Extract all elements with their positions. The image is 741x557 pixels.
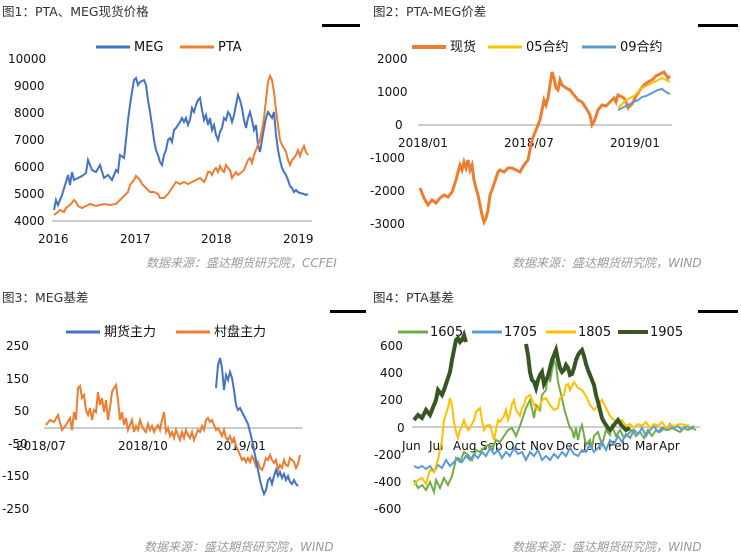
legend: MEG PTA [96,40,242,55]
legend: 期货主力 村盘主力 [66,324,266,340]
legend-label-futures: 期货主力 [104,324,156,340]
x-tick-label: Aug [453,439,476,453]
legend-label-spot: 现货 [450,39,476,55]
title-underline-bar [698,310,738,313]
series-line-spot [418,70,672,227]
series-line-1805 [413,380,691,487]
x-axis: Jun Jul Aug Sep Oct Nov Dec Jan Feb Mar … [401,439,680,453]
y-tick-label: 150 [6,372,29,386]
y-tick-label: 0 [395,118,403,132]
y-tick-label: 7000 [14,133,45,147]
legend: 1605 1705 1805 1905 [398,325,683,340]
x-tick-label: Jun [401,439,421,453]
x-tick-label: 2017 [120,232,151,246]
y-tick-label: 400 [380,366,403,380]
legend-label-09: 09合约 [620,40,663,55]
y-tick-label: 250 [6,339,29,353]
data-source: 数据来源：盛达期货研究院，WIND [512,540,702,554]
y-tick-label: -2000 [370,184,405,198]
legend-label-1605: 1605 [430,325,463,340]
chart-panel-meg-pta-price: 图1：PTA、MEG现货价格 MEG PTA 10000 9000 8000 7… [0,0,370,280]
x-tick-label: 2016 [38,232,69,246]
series-line-village [45,382,301,474]
x-tick-label: 2019/01 [610,136,660,150]
y-tick-label: 9000 [14,79,45,93]
y-tick-label: -600 [374,502,401,516]
chart-title: 图3：MEG基差 [2,290,88,305]
series-line-futures [215,357,299,497]
legend-label-1705: 1705 [504,325,537,340]
x-tick-label: Sep [480,439,503,453]
x-tick-label: 2018/07 [504,136,554,150]
series-line-meg [53,76,309,211]
series-line-05 [617,76,671,109]
chart-panel-pta-basis: 图4：PTA基差 1605 1705 1805 1905 600 400 200… [370,280,741,557]
series-line-09 [617,87,671,111]
y-tick-label: -50 [8,437,28,451]
title-underline-bar [330,310,366,313]
data-source: 数据来源：盛达期货研究院，CCFEI [146,256,337,270]
x-tick-label: Dec [556,439,579,453]
y-tick-label: -150 [2,469,29,483]
chart-title: 图1：PTA、MEG现货价格 [2,4,149,19]
legend-label-1805: 1805 [578,325,611,340]
y-tick-label: -200 [374,448,401,462]
series-line-pta [53,73,309,216]
legend-label-meg: MEG [134,40,164,55]
y-tick-label: 50 [14,404,29,418]
x-tick-label: Apr [659,439,680,453]
title-underline-bar [698,24,738,27]
y-axis: 250 150 50 -50 -150 -250 [2,339,29,516]
x-tick-label: 2019 [283,232,314,246]
x-tick-label: 2019/01 [216,439,266,453]
y-tick-label: 0 [397,421,405,435]
y-tick-label: -1000 [370,151,405,165]
y-tick-label: 4000 [14,214,45,228]
y-tick-label: -250 [2,502,29,516]
x-tick-label: 2018 [201,232,232,246]
y-axis: 2000 1000 0 -1000 -2000 -3000 [370,52,408,231]
x-tick-label: Nov [530,439,553,453]
x-axis: 2016 2017 2018 2019 [38,232,314,246]
x-tick-label: 2018/07 [16,439,66,453]
y-tick-label: 600 [380,339,403,353]
chart-3-svg: 图3：MEG基差 期货主力 村盘主力 250 150 50 -50 -150 -… [2,290,366,554]
y-tick-label: 1000 [377,85,408,99]
y-tick-label: 6000 [14,160,45,174]
x-tick-label: Mar [635,439,658,453]
y-tick-label: 2000 [377,52,408,66]
y-tick-label: 10000 [8,52,46,66]
chart-title: 图4：PTA基差 [373,290,454,305]
y-tick-label: 200 [380,393,403,407]
chart-4-svg: 图4：PTA基差 1605 1705 1805 1905 600 400 200… [373,290,738,554]
x-tick-label: Oct [505,439,526,453]
x-axis: 2018/01 2018/07 2019/01 [398,136,660,150]
x-tick-label: 2018/01 [398,136,448,150]
legend-label-village: 村盘主力 [214,324,266,340]
y-tick-label: -3000 [370,217,405,231]
y-axis: 600 400 200 0 -200 -400 -600 [374,339,405,516]
series-line-1905-b [524,343,631,433]
series-line-1905 [412,328,468,422]
chart-panel-pta-meg-spread: 图2：PTA-MEG价差 现货 05合约 09合约 2000 1000 0 -1… [370,0,741,280]
x-tick-label: 2018/10 [118,439,168,453]
chart-2-svg: 图2：PTA-MEG价差 现货 05合约 09合约 2000 1000 0 -1… [370,4,738,270]
chart-1-svg: 图1：PTA、MEG现货价格 MEG PTA 10000 9000 8000 7… [2,4,360,270]
series-line-1705 [413,422,695,474]
data-source: 数据来源：盛达期货研究院，WIND [512,256,702,270]
legend-label-05: 05合约 [526,40,569,55]
legend-label-pta: PTA [218,40,242,55]
chart-panel-meg-basis: 图3：MEG基差 期货主力 村盘主力 250 150 50 -50 -150 -… [0,280,370,557]
y-tick-label: 5000 [14,187,45,201]
chart-title: 图2：PTA-MEG价差 [373,4,486,19]
title-underline-bar [322,24,360,27]
y-tick-label: -400 [374,475,401,489]
legend: 现货 05合约 09合约 [412,39,663,55]
legend-label-1905: 1905 [650,325,683,340]
y-tick-label: 8000 [14,106,45,120]
y-axis: 10000 9000 8000 7000 6000 5000 4000 [8,52,46,228]
data-source: 数据来源：盛达期货研究院，WIND [144,540,334,554]
